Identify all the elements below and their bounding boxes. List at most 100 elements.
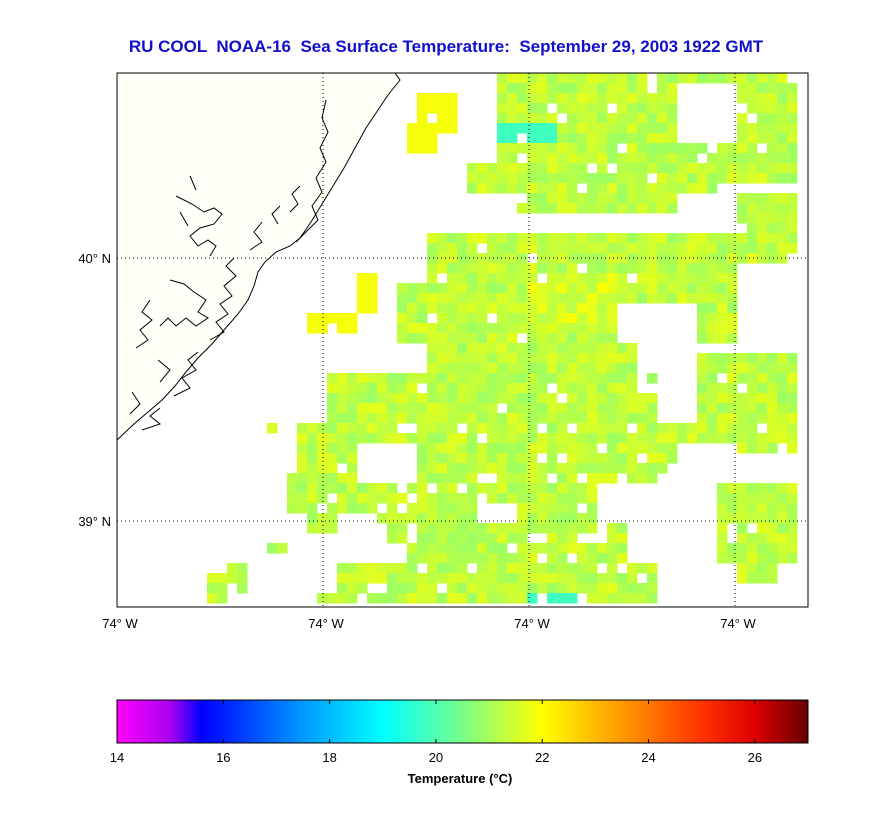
- sst-cell: [387, 483, 398, 494]
- sst-cell: [597, 553, 608, 564]
- sst-cell: [407, 573, 418, 584]
- sst-cell: [427, 373, 438, 384]
- sst-cell: [417, 373, 428, 384]
- sst-cell: [577, 153, 588, 164]
- sst-cell: [427, 303, 438, 314]
- sst-cell: [477, 163, 488, 174]
- sst-cell: [617, 423, 628, 434]
- sst-cell: [647, 163, 658, 174]
- sst-cell: [737, 563, 748, 574]
- sst-cell: [747, 493, 758, 504]
- sst-cell: [657, 263, 668, 274]
- sst-cell: [447, 103, 458, 114]
- sst-cell: [497, 183, 508, 194]
- sst-cell: [707, 403, 718, 414]
- sst-cell: [757, 93, 768, 104]
- sst-cell: [477, 483, 488, 494]
- sst-cell: [477, 583, 488, 594]
- sst-cell: [737, 423, 748, 434]
- sst-cell: [637, 143, 648, 154]
- sst-cell: [297, 443, 308, 454]
- sst-cell: [767, 163, 778, 174]
- sst-cell: [567, 313, 578, 324]
- sst-cell: [587, 563, 598, 574]
- sst-cell: [527, 453, 538, 464]
- sst-cell: [607, 173, 618, 184]
- sst-cell: [537, 363, 548, 374]
- sst-cell: [457, 413, 468, 424]
- sst-cell: [437, 283, 448, 294]
- sst-cell: [597, 463, 608, 474]
- graticule: [117, 73, 808, 607]
- sst-cell: [487, 593, 498, 604]
- sst-cell: [537, 483, 548, 494]
- sst-cell: [507, 373, 518, 384]
- sst-cell: [707, 363, 718, 374]
- sst-cell: [757, 503, 768, 514]
- sst-cell: [497, 103, 508, 114]
- sst-cell: [737, 243, 748, 254]
- sst-cell: [547, 113, 558, 124]
- sst-cell: [517, 433, 528, 444]
- sst-cell: [657, 153, 668, 164]
- sst-cell: [407, 483, 418, 494]
- sst-cell: [747, 353, 758, 364]
- sst-cell: [607, 293, 618, 304]
- sst-cell: [467, 363, 478, 374]
- sst-cell: [507, 293, 518, 304]
- sst-cell: [707, 233, 718, 244]
- sst-cell: [597, 383, 608, 394]
- sst-cell: [617, 203, 628, 214]
- sst-cell: [547, 303, 558, 314]
- sst-cell: [547, 203, 558, 214]
- sst-cell: [437, 523, 448, 534]
- sst-cell: [617, 273, 628, 284]
- sst-cell: [787, 103, 798, 114]
- sst-cell: [577, 113, 588, 124]
- sst-cell: [517, 93, 528, 104]
- sst-cell: [387, 493, 398, 504]
- sst-cell: [767, 213, 778, 224]
- sst-cell: [517, 443, 528, 454]
- sst-cell: [297, 503, 308, 514]
- sst-cell: [437, 483, 448, 494]
- sst-cell: [777, 523, 788, 534]
- sst-cell: [447, 463, 458, 474]
- sst-cell: [537, 573, 548, 584]
- sst-cell: [547, 513, 558, 524]
- sst-cell: [437, 323, 448, 334]
- sst-cell: [467, 383, 478, 394]
- sst-cell: [467, 403, 478, 414]
- sst-cell: [587, 73, 598, 84]
- sst-cell: [327, 513, 338, 524]
- sst-cell: [517, 483, 528, 494]
- sst-cell: [467, 253, 478, 264]
- sst-cell: [487, 333, 498, 344]
- sst-cell: [377, 563, 388, 574]
- sst-cell: [607, 543, 618, 554]
- sst-cell: [597, 73, 608, 84]
- sst-cell: [697, 413, 708, 424]
- sst-cell: [487, 493, 498, 504]
- sst-cell: [357, 583, 368, 594]
- sst-cell: [667, 153, 678, 164]
- sst-cell: [337, 563, 348, 574]
- sst-cell: [417, 313, 428, 324]
- sst-cell: [467, 493, 478, 504]
- sst-cell: [407, 413, 418, 424]
- sst-cell: [317, 433, 328, 444]
- sst-cell: [557, 233, 568, 244]
- sst-cell: [507, 263, 518, 274]
- sst-cell: [527, 583, 538, 594]
- sst-cell: [517, 543, 528, 554]
- sst-cell: [537, 153, 548, 164]
- sst-cell: [767, 133, 778, 144]
- sst-cell: [467, 373, 478, 384]
- sst-cell: [557, 193, 568, 204]
- sst-cell: [757, 433, 768, 444]
- sst-cell: [747, 553, 758, 564]
- sst-cell: [637, 93, 648, 104]
- sst-cell: [377, 593, 388, 604]
- sst-cell: [417, 433, 428, 444]
- sst-cell: [537, 163, 548, 174]
